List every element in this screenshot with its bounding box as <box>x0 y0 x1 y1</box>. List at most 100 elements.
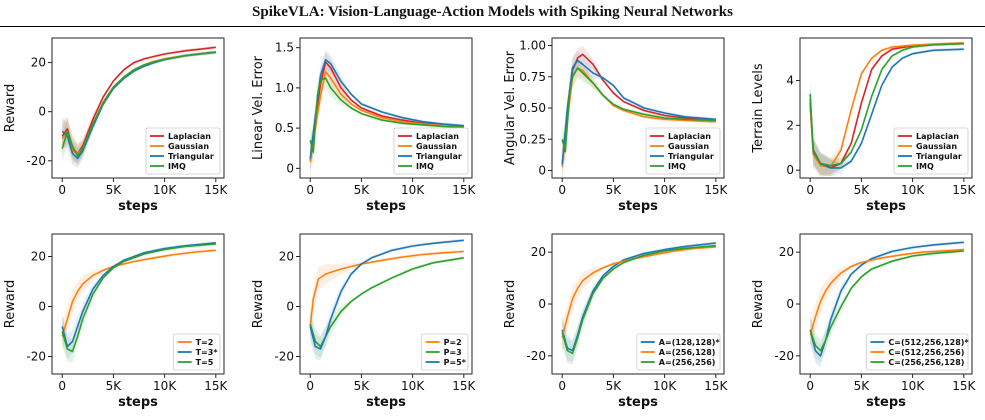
legend-label: Triangular <box>416 152 462 161</box>
legend-label: P=5* <box>444 358 467 367</box>
series-band-4 <box>810 41 964 175</box>
x-tick-label: 0 <box>806 379 814 393</box>
series-band-2 <box>310 256 464 358</box>
y-axis-label: Terrain Levels <box>751 63 766 153</box>
legend-label: A=(128,128)* <box>659 338 721 347</box>
x-tick-label: 0 <box>306 379 314 393</box>
x-tick-label: 15K <box>452 183 476 197</box>
x-tick-label: 15K <box>952 183 976 197</box>
y-tick-label: 20 <box>779 245 794 259</box>
series-line-1 <box>561 242 716 352</box>
figure-header: SpikeVLA: Vision-Language-Action Models … <box>0 0 985 27</box>
series-line-2 <box>809 248 964 336</box>
series-line-4 <box>61 51 216 157</box>
y-tick-label: -20 <box>526 349 546 363</box>
y-axis-label: Linear Vel. Error <box>251 55 266 160</box>
y-axis-label: Reward <box>251 280 266 328</box>
chart-2: 0 5K 10K 15K 0 0.5 1.0 1.5 steps Linear Vel. Erro… <box>251 37 477 214</box>
plot-frame <box>299 233 473 375</box>
series-line-2 <box>809 42 964 168</box>
legend-label: C=(512,256,128)* <box>888 338 969 347</box>
plot-frame <box>51 233 225 375</box>
series-line-3 <box>309 58 464 159</box>
chart-1: 0 5K 10K 15K -20 0 20 steps Reward LaplacianGauss… <box>3 37 229 214</box>
x-axis-label: steps <box>866 395 906 410</box>
y-axis-label: Reward <box>3 84 18 132</box>
legend-label: T=2 <box>196 338 214 347</box>
legend-label: IMQ <box>668 162 686 171</box>
y-tick-label: 20 <box>531 245 546 259</box>
y-tick-label: 0.25 <box>519 132 546 146</box>
x-axis-label: steps <box>866 199 906 214</box>
legend-label: Laplacian <box>668 132 711 141</box>
x-tick-label: 5K <box>606 183 623 197</box>
x-tick-label: 5K <box>606 379 623 393</box>
series-line-4 <box>309 77 464 154</box>
x-axis-label: steps <box>366 199 406 214</box>
x-axis-label: steps <box>618 395 658 410</box>
legend-label: Laplacian <box>416 132 459 141</box>
series-band-3 <box>810 47 964 177</box>
x-tick-label: 10K <box>153 379 177 393</box>
series-line-3 <box>809 250 964 352</box>
y-axis-label: Reward <box>3 280 18 328</box>
y-tick-label: 0 <box>786 297 794 311</box>
y-tick-label: 4 <box>786 74 794 88</box>
x-tick-label: 5K <box>106 183 123 197</box>
x-tick-label: 5K <box>354 183 371 197</box>
legend-label: Laplacian <box>916 132 959 141</box>
x-tick-label: 10K <box>653 379 677 393</box>
legend-label: Triangular <box>168 152 214 161</box>
y-tick-label: 1.00 <box>519 39 546 53</box>
x-tick-label: 10K <box>901 183 925 197</box>
chart-7: 0 5K 10K 15K-20020stepsRewardA=(128,128)*A=… <box>503 233 729 410</box>
series-line-2 <box>61 242 216 348</box>
x-tick-label: 5K <box>854 379 871 393</box>
x-axis-label: steps <box>118 395 158 410</box>
legend: P=2P=3P=5* <box>421 333 469 371</box>
y-tick-label: 20 <box>31 56 46 70</box>
legend: C=(512,256,128)*C=(512,256,256)C=(256,25… <box>866 333 969 371</box>
x-tick-label: 15K <box>704 379 728 393</box>
y-tick-label: 1.5 <box>275 41 294 55</box>
legend-label: IMQ <box>416 162 434 171</box>
legend-label: IMQ <box>168 162 186 171</box>
x-tick-label: 0 <box>58 379 66 393</box>
x-tick-label: 0 <box>558 183 566 197</box>
x-tick-label: 15K <box>452 379 476 393</box>
legend: T=2T=3*T=5 <box>173 333 221 371</box>
x-tick-label: 15K <box>204 379 228 393</box>
y-tick-label: -20 <box>774 349 794 363</box>
legend-label: Laplacian <box>168 132 211 141</box>
legend-label: Triangular <box>668 152 714 161</box>
y-tick-label: 0 <box>786 163 794 177</box>
series-line-3 <box>61 243 216 353</box>
chart-8: 0 5K 10K 15K -20 0 20 steps Reward C=(512,256,128… <box>751 233 977 410</box>
plot-frame <box>51 37 225 179</box>
series-line-4 <box>561 67 716 153</box>
chart-4: 0 5K 10K 15K 0 2 4 steps Terrain Levels Laplacian… <box>751 37 977 214</box>
y-axis-label: Reward <box>503 280 518 328</box>
legend-label: Triangular <box>916 152 962 161</box>
x-tick-label: 0 <box>558 379 566 393</box>
legend-label: A=(256,128) <box>659 348 716 357</box>
series-line-3 <box>561 244 716 355</box>
series-band-4 <box>562 58 716 166</box>
x-tick-label: 10K <box>401 183 425 197</box>
y-tick-label: 0 <box>38 300 46 314</box>
y-tick-label: 0 <box>538 164 546 178</box>
series-line-1 <box>61 249 216 337</box>
legend-label: P=3 <box>444 348 462 357</box>
series-band-2 <box>810 41 964 178</box>
series-line-3 <box>309 239 464 350</box>
y-tick-label: -20 <box>274 350 294 364</box>
x-tick-label: 0 <box>58 183 66 197</box>
x-axis-label: steps <box>618 199 658 214</box>
x-tick-label: 15K <box>952 379 976 393</box>
plot-frame <box>799 37 973 179</box>
series-line-4 <box>809 42 964 167</box>
x-tick-label: 5K <box>106 379 123 393</box>
